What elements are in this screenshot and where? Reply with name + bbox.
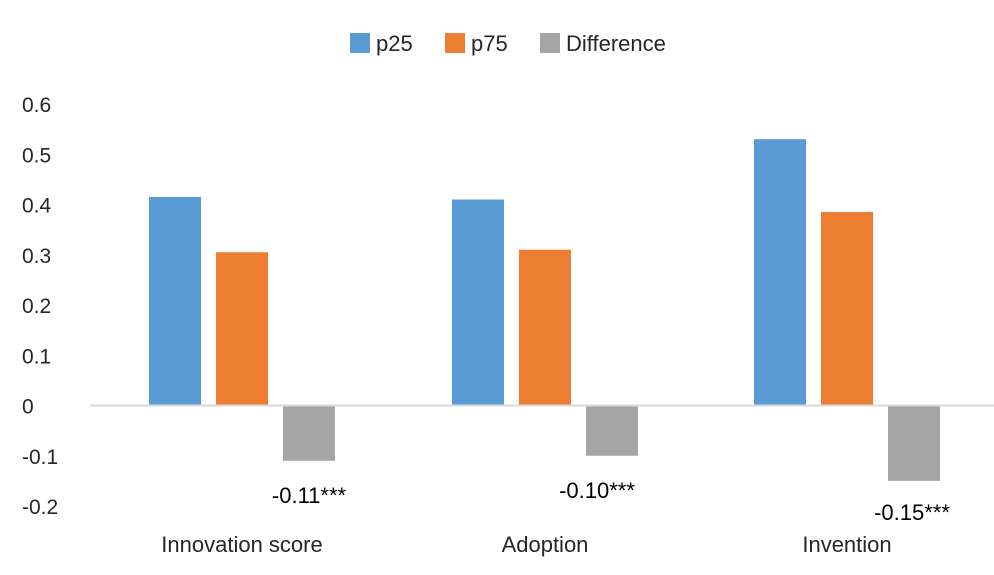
x-axis: Innovation score Adoption Invention bbox=[161, 532, 891, 557]
data-label: -0.15*** bbox=[874, 500, 950, 525]
data-label: -0.10*** bbox=[559, 478, 635, 503]
y-tick-label: -0.2 bbox=[22, 496, 58, 519]
bar-p25 bbox=[452, 199, 504, 406]
data-labels: -0.11*** -0.10*** -0.15*** bbox=[272, 478, 950, 525]
y-tick-label: 0.5 bbox=[22, 144, 51, 167]
y-tick-label: 0.2 bbox=[22, 295, 51, 318]
bar-p75 bbox=[216, 252, 268, 406]
bar-p75 bbox=[821, 212, 873, 406]
y-tick-label: -0.1 bbox=[22, 446, 58, 469]
y-tick-label: 0.4 bbox=[22, 195, 52, 218]
bar-p75 bbox=[519, 249, 571, 406]
bars bbox=[149, 139, 940, 481]
category-label: Invention bbox=[802, 532, 891, 557]
category-label: Innovation score bbox=[161, 532, 322, 557]
legend: p25 p75 Difference bbox=[350, 31, 666, 56]
data-label: -0.11*** bbox=[272, 483, 347, 508]
legend-swatch bbox=[350, 33, 370, 53]
legend-label: Difference bbox=[566, 31, 666, 56]
bar-p25 bbox=[754, 139, 806, 406]
y-tick-label: 0.1 bbox=[22, 345, 51, 368]
legend-swatch bbox=[445, 33, 465, 53]
legend-label: p25 bbox=[376, 31, 413, 56]
bar-difference bbox=[888, 405, 940, 481]
y-tick-label: 0.6 bbox=[22, 94, 51, 117]
bar-difference bbox=[586, 405, 638, 456]
bar-p25 bbox=[149, 196, 201, 406]
y-tick-label: 0.3 bbox=[22, 245, 51, 268]
legend-label: p75 bbox=[471, 31, 508, 56]
y-tick-label: 0 bbox=[22, 396, 34, 419]
bar-difference bbox=[283, 405, 335, 461]
category-label: Adoption bbox=[502, 532, 589, 557]
y-axis: 0.6 0.5 0.4 0.3 0.2 0.1 0 -0.1 -0.2 bbox=[22, 94, 58, 519]
legend-swatch bbox=[540, 33, 560, 53]
